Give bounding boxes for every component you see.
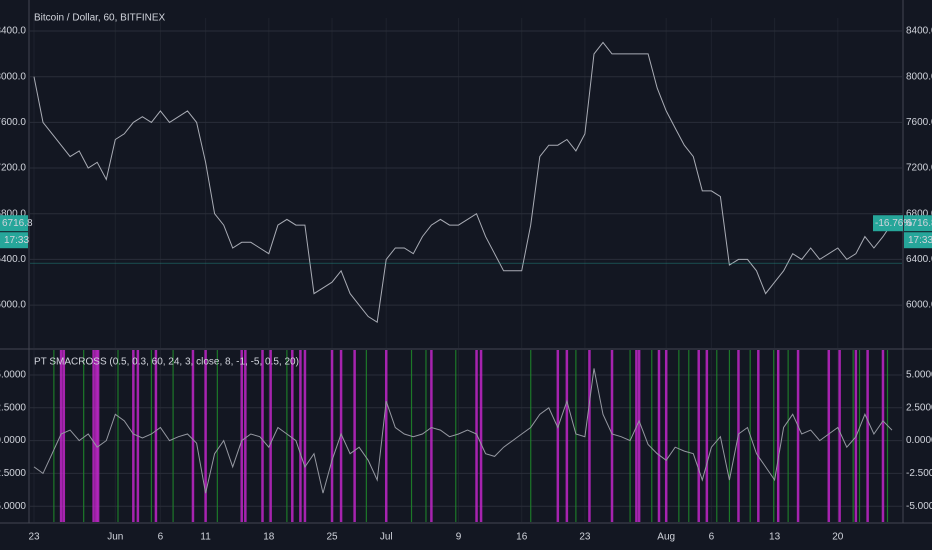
x-tick-label: Jul bbox=[380, 532, 393, 543]
time-label: 17:33 bbox=[908, 235, 932, 246]
y-tick-label: 6800.0 bbox=[0, 208, 26, 219]
price-line bbox=[33, 368, 893, 494]
y-tick-label: 6400.0 bbox=[0, 254, 26, 265]
chart-title: Bitcoin / Dollar, 60, BITFINEX bbox=[34, 13, 165, 24]
y-tick-label: 6000.0 bbox=[0, 300, 26, 311]
x-tick-label: 6 bbox=[709, 532, 715, 543]
y-tick-label: 6000.0 bbox=[906, 300, 932, 311]
indicator-title: PT SMACROSS (0.5, 0.3, 60, 24, 3, close,… bbox=[34, 357, 299, 368]
y-tick-label: -2.5000 bbox=[906, 468, 932, 479]
price-label-box bbox=[0, 215, 28, 232]
y-tick-label: 7200.0 bbox=[906, 163, 932, 174]
y-tick-label: 2.5000 bbox=[0, 402, 26, 413]
y-tick-label: 8400.0 bbox=[0, 26, 26, 37]
x-tick-label: 20 bbox=[832, 532, 844, 543]
y-tick-label: 6400.0 bbox=[906, 254, 932, 265]
x-tick-label: 16 bbox=[516, 532, 528, 543]
price-line bbox=[33, 41, 893, 324]
price-label: 6716.8 bbox=[2, 218, 33, 229]
y-tick-label: 0.0000 bbox=[0, 435, 26, 446]
x-tick-label: 23 bbox=[579, 532, 591, 543]
time-label-box bbox=[0, 232, 28, 249]
time-label: 17:33 bbox=[4, 235, 29, 246]
x-tick-label: 13 bbox=[769, 532, 781, 543]
y-tick-label: 8400.0 bbox=[906, 26, 932, 37]
y-tick-label: 8000.0 bbox=[0, 71, 26, 82]
price-label-box bbox=[904, 215, 932, 232]
change-label: -16.76% bbox=[875, 218, 912, 229]
y-tick-label: 7600.0 bbox=[0, 117, 26, 128]
time-label-box bbox=[904, 232, 932, 249]
y-tick-label: 5.0000 bbox=[0, 370, 26, 381]
y-tick-label: 6800.0 bbox=[906, 208, 932, 219]
y-tick-label: -5.0000 bbox=[0, 501, 26, 512]
y-tick-label: 0.0000 bbox=[906, 435, 932, 446]
x-tick-label: 9 bbox=[456, 532, 462, 543]
y-tick-label: 2.5000 bbox=[906, 402, 932, 413]
y-tick-label: -5.0000 bbox=[906, 501, 932, 512]
x-tick-label: 18 bbox=[263, 532, 275, 543]
price-label: 6716.8 bbox=[906, 218, 932, 229]
x-tick-label: 25 bbox=[326, 532, 338, 543]
x-tick-label: Jun bbox=[107, 532, 123, 543]
x-tick-label: 23 bbox=[28, 532, 40, 543]
x-tick-label: 11 bbox=[200, 532, 211, 543]
y-tick-label: -2.5000 bbox=[0, 468, 26, 479]
y-tick-label: 7200.0 bbox=[0, 163, 26, 174]
x-tick-label: Aug bbox=[657, 532, 675, 543]
x-tick-label: 6 bbox=[158, 532, 164, 543]
change-label-box bbox=[873, 215, 903, 232]
y-tick-label: 8000.0 bbox=[906, 71, 932, 82]
y-tick-label: 5.0000 bbox=[906, 370, 932, 381]
y-tick-label: 7600.0 bbox=[906, 117, 932, 128]
